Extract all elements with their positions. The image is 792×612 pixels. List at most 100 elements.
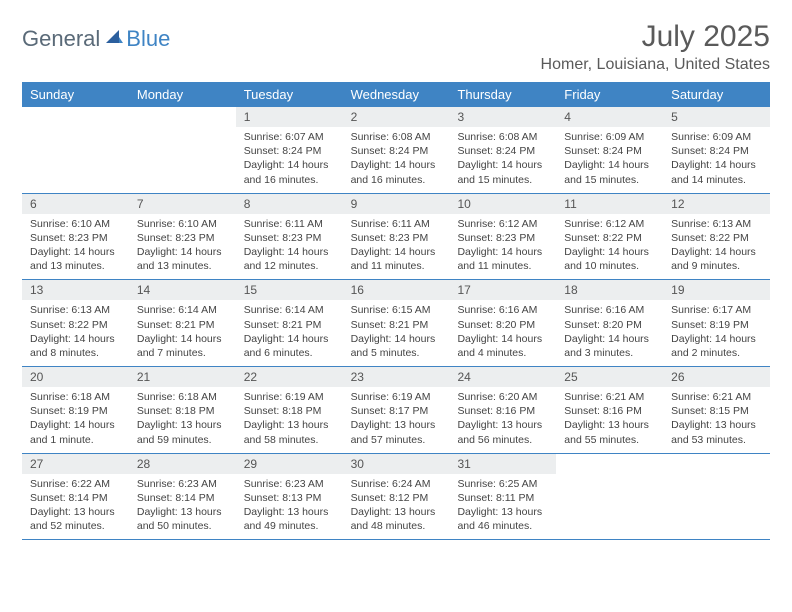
sunrise-line: Sunrise: 6:22 AM	[30, 477, 121, 491]
logo-sail-icon	[104, 29, 124, 45]
day-header-thu: Thursday	[449, 82, 556, 107]
daylight-line: Daylight: 13 hours and 50 minutes.	[137, 505, 228, 533]
date-number: 13	[22, 280, 129, 300]
cell-body: Sunrise: 6:08 AMSunset: 8:24 PMDaylight:…	[449, 127, 556, 193]
calendar-cell: 4Sunrise: 6:09 AMSunset: 8:24 PMDaylight…	[556, 107, 663, 194]
cell-body: Sunrise: 6:10 AMSunset: 8:23 PMDaylight:…	[22, 214, 129, 280]
date-number: 16	[343, 280, 450, 300]
date-number: 24	[449, 367, 556, 387]
sunrise-line: Sunrise: 6:23 AM	[244, 477, 335, 491]
daylight-line: Daylight: 14 hours and 5 minutes.	[351, 332, 442, 360]
cell-body: Sunrise: 6:14 AMSunset: 8:21 PMDaylight:…	[236, 300, 343, 366]
calendar-cell: 12Sunrise: 6:13 AMSunset: 8:22 PMDayligh…	[663, 194, 770, 281]
calendar-cell: 7Sunrise: 6:10 AMSunset: 8:23 PMDaylight…	[129, 194, 236, 281]
daylight-line: Daylight: 13 hours and 55 minutes.	[564, 418, 655, 446]
calendar-cell: 14Sunrise: 6:14 AMSunset: 8:21 PMDayligh…	[129, 280, 236, 367]
date-number: 26	[663, 367, 770, 387]
day-header-wed: Wednesday	[343, 82, 450, 107]
cell-body: Sunrise: 6:24 AMSunset: 8:12 PMDaylight:…	[343, 474, 450, 540]
cell-body: Sunrise: 6:11 AMSunset: 8:23 PMDaylight:…	[343, 214, 450, 280]
day-header-fri: Friday	[556, 82, 663, 107]
sunrise-line: Sunrise: 6:14 AM	[137, 303, 228, 317]
daylight-line: Daylight: 13 hours and 56 minutes.	[457, 418, 548, 446]
cell-body: Sunrise: 6:19 AMSunset: 8:18 PMDaylight:…	[236, 387, 343, 453]
daylight-line: Daylight: 14 hours and 11 minutes.	[351, 245, 442, 273]
sunset-line: Sunset: 8:15 PM	[671, 404, 762, 418]
cell-body: Sunrise: 6:22 AMSunset: 8:14 PMDaylight:…	[22, 474, 129, 540]
daylight-line: Daylight: 14 hours and 6 minutes.	[244, 332, 335, 360]
sunset-line: Sunset: 8:23 PM	[457, 231, 548, 245]
date-number: 20	[22, 367, 129, 387]
calendar-cell	[129, 107, 236, 194]
cell-body: Sunrise: 6:09 AMSunset: 8:24 PMDaylight:…	[556, 127, 663, 193]
sunset-line: Sunset: 8:14 PM	[30, 491, 121, 505]
logo: General Blue	[22, 20, 170, 52]
cell-body: Sunrise: 6:07 AMSunset: 8:24 PMDaylight:…	[236, 127, 343, 193]
date-number: 7	[129, 194, 236, 214]
calendar-cell: 25Sunrise: 6:21 AMSunset: 8:16 PMDayligh…	[556, 367, 663, 454]
sunset-line: Sunset: 8:23 PM	[30, 231, 121, 245]
calendar: Sunday Monday Tuesday Wednesday Thursday…	[22, 82, 770, 540]
cell-body: Sunrise: 6:21 AMSunset: 8:15 PMDaylight:…	[663, 387, 770, 453]
sunrise-line: Sunrise: 6:12 AM	[564, 217, 655, 231]
calendar-cell: 15Sunrise: 6:14 AMSunset: 8:21 PMDayligh…	[236, 280, 343, 367]
daylight-line: Daylight: 14 hours and 16 minutes.	[244, 158, 335, 186]
sunset-line: Sunset: 8:20 PM	[564, 318, 655, 332]
sunset-line: Sunset: 8:18 PM	[244, 404, 335, 418]
cell-body: Sunrise: 6:18 AMSunset: 8:19 PMDaylight:…	[22, 387, 129, 453]
daylight-line: Daylight: 14 hours and 15 minutes.	[457, 158, 548, 186]
date-number: 4	[556, 107, 663, 127]
date-number: 1	[236, 107, 343, 127]
daylight-line: Daylight: 13 hours and 48 minutes.	[351, 505, 442, 533]
daylight-line: Daylight: 14 hours and 15 minutes.	[564, 158, 655, 186]
cell-body: Sunrise: 6:14 AMSunset: 8:21 PMDaylight:…	[129, 300, 236, 366]
sunrise-line: Sunrise: 6:17 AM	[671, 303, 762, 317]
sunset-line: Sunset: 8:14 PM	[137, 491, 228, 505]
sunrise-line: Sunrise: 6:16 AM	[457, 303, 548, 317]
sunrise-line: Sunrise: 6:08 AM	[351, 130, 442, 144]
week-row: 20Sunrise: 6:18 AMSunset: 8:19 PMDayligh…	[22, 367, 770, 454]
date-number: 8	[236, 194, 343, 214]
date-number: 9	[343, 194, 450, 214]
sunset-line: Sunset: 8:13 PM	[244, 491, 335, 505]
daylight-line: Daylight: 14 hours and 4 minutes.	[457, 332, 548, 360]
cell-body: Sunrise: 6:19 AMSunset: 8:17 PMDaylight:…	[343, 387, 450, 453]
daylight-line: Daylight: 13 hours and 46 minutes.	[457, 505, 548, 533]
header: General Blue July 2025 Homer, Louisiana,…	[22, 20, 770, 74]
calendar-cell: 16Sunrise: 6:15 AMSunset: 8:21 PMDayligh…	[343, 280, 450, 367]
sunrise-line: Sunrise: 6:16 AM	[564, 303, 655, 317]
sunrise-line: Sunrise: 6:19 AM	[351, 390, 442, 404]
daylight-line: Daylight: 14 hours and 16 minutes.	[351, 158, 442, 186]
sunset-line: Sunset: 8:22 PM	[30, 318, 121, 332]
sunrise-line: Sunrise: 6:08 AM	[457, 130, 548, 144]
sunset-line: Sunset: 8:11 PM	[457, 491, 548, 505]
cell-body: Sunrise: 6:13 AMSunset: 8:22 PMDaylight:…	[22, 300, 129, 366]
week-row: 27Sunrise: 6:22 AMSunset: 8:14 PMDayligh…	[22, 454, 770, 541]
sunset-line: Sunset: 8:24 PM	[244, 144, 335, 158]
sunrise-line: Sunrise: 6:24 AM	[351, 477, 442, 491]
calendar-cell: 2Sunrise: 6:08 AMSunset: 8:24 PMDaylight…	[343, 107, 450, 194]
location-text: Homer, Louisiana, United States	[541, 56, 770, 74]
sunrise-line: Sunrise: 6:13 AM	[30, 303, 121, 317]
daylight-line: Daylight: 13 hours and 49 minutes.	[244, 505, 335, 533]
daylight-line: Daylight: 13 hours and 58 minutes.	[244, 418, 335, 446]
cell-body: Sunrise: 6:11 AMSunset: 8:23 PMDaylight:…	[236, 214, 343, 280]
date-number: 19	[663, 280, 770, 300]
cell-body: Sunrise: 6:16 AMSunset: 8:20 PMDaylight:…	[449, 300, 556, 366]
day-headers-row: Sunday Monday Tuesday Wednesday Thursday…	[22, 82, 770, 107]
sunrise-line: Sunrise: 6:10 AM	[30, 217, 121, 231]
sunset-line: Sunset: 8:12 PM	[351, 491, 442, 505]
cell-body: Sunrise: 6:12 AMSunset: 8:23 PMDaylight:…	[449, 214, 556, 280]
sunset-line: Sunset: 8:16 PM	[564, 404, 655, 418]
sunrise-line: Sunrise: 6:21 AM	[564, 390, 655, 404]
calendar-cell: 8Sunrise: 6:11 AMSunset: 8:23 PMDaylight…	[236, 194, 343, 281]
daylight-line: Daylight: 14 hours and 13 minutes.	[137, 245, 228, 273]
sunrise-line: Sunrise: 6:07 AM	[244, 130, 335, 144]
calendar-cell	[22, 107, 129, 194]
sunrise-line: Sunrise: 6:09 AM	[671, 130, 762, 144]
sunset-line: Sunset: 8:17 PM	[351, 404, 442, 418]
daylight-line: Daylight: 14 hours and 3 minutes.	[564, 332, 655, 360]
daylight-line: Daylight: 14 hours and 14 minutes.	[671, 158, 762, 186]
daylight-line: Daylight: 14 hours and 7 minutes.	[137, 332, 228, 360]
cell-body: Sunrise: 6:20 AMSunset: 8:16 PMDaylight:…	[449, 387, 556, 453]
